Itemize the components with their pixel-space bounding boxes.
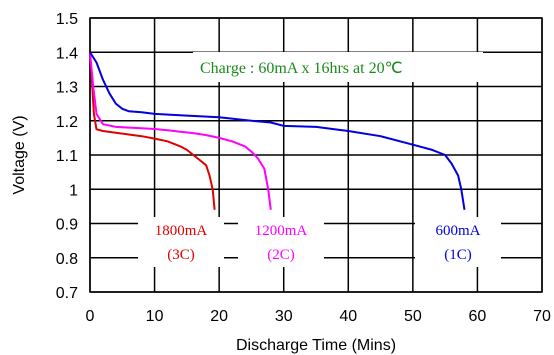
- x-tick-label: 70: [533, 308, 551, 325]
- y-tick-label: 0.7: [56, 285, 78, 302]
- charge-note-background: [193, 52, 483, 82]
- x-axis-title: Discharge Time (Mins): [236, 337, 396, 354]
- y-tick-label: 0.8: [56, 251, 78, 268]
- y-tick-label: 1.1: [56, 148, 78, 165]
- x-tick-label: 60: [469, 308, 487, 325]
- series-labels: 1800mA (3C) 1200mA (2C) 600mA (1C): [138, 217, 501, 267]
- y-tick-label: 0.9: [56, 217, 78, 234]
- x-tick-label: 40: [339, 308, 357, 325]
- x-tick-label: 50: [404, 308, 422, 325]
- y-tick-labels: 0.7 0.8 0.9 1 1.1 1.2 1.3 1.4 1.5: [56, 11, 78, 302]
- series-label-background: [138, 217, 224, 267]
- series-label-background: [238, 217, 324, 267]
- series-label-crate: (2C): [267, 247, 295, 263]
- x-tick-label: 20: [210, 308, 228, 325]
- series-label-rate: 1800mA: [155, 223, 208, 239]
- series-line-0: [89, 52, 216, 210]
- x-tick-label: 30: [275, 308, 293, 325]
- series-layer: [89, 51, 466, 210]
- x-tick-label: 0: [86, 308, 95, 325]
- y-tick-label: 1.3: [56, 80, 78, 97]
- series-label-rate: 600mA: [436, 223, 481, 239]
- x-tick-labels: 0 10 20 30 40 50 60 70: [86, 308, 551, 325]
- series-label-background: [415, 217, 501, 267]
- series-line-1: [89, 52, 272, 210]
- y-tick-label: 1.2: [56, 114, 78, 131]
- series-line-2: [89, 51, 466, 210]
- series-label-rate: 1200mA: [255, 223, 308, 239]
- charge-note: Charge : 60mA x 16hrs at 20℃: [200, 60, 403, 77]
- y-tick-label: 1: [69, 182, 78, 199]
- plot-frame: [89, 17, 543, 293]
- series-label-crate: (1C): [444, 247, 472, 263]
- series-label-crate: (3C): [167, 247, 195, 263]
- y-tick-label: 1.4: [56, 45, 78, 62]
- x-tick-label: 10: [146, 308, 164, 325]
- y-tick-label: 1.5: [56, 11, 78, 28]
- y-axis-title: Voltage (V): [11, 115, 28, 194]
